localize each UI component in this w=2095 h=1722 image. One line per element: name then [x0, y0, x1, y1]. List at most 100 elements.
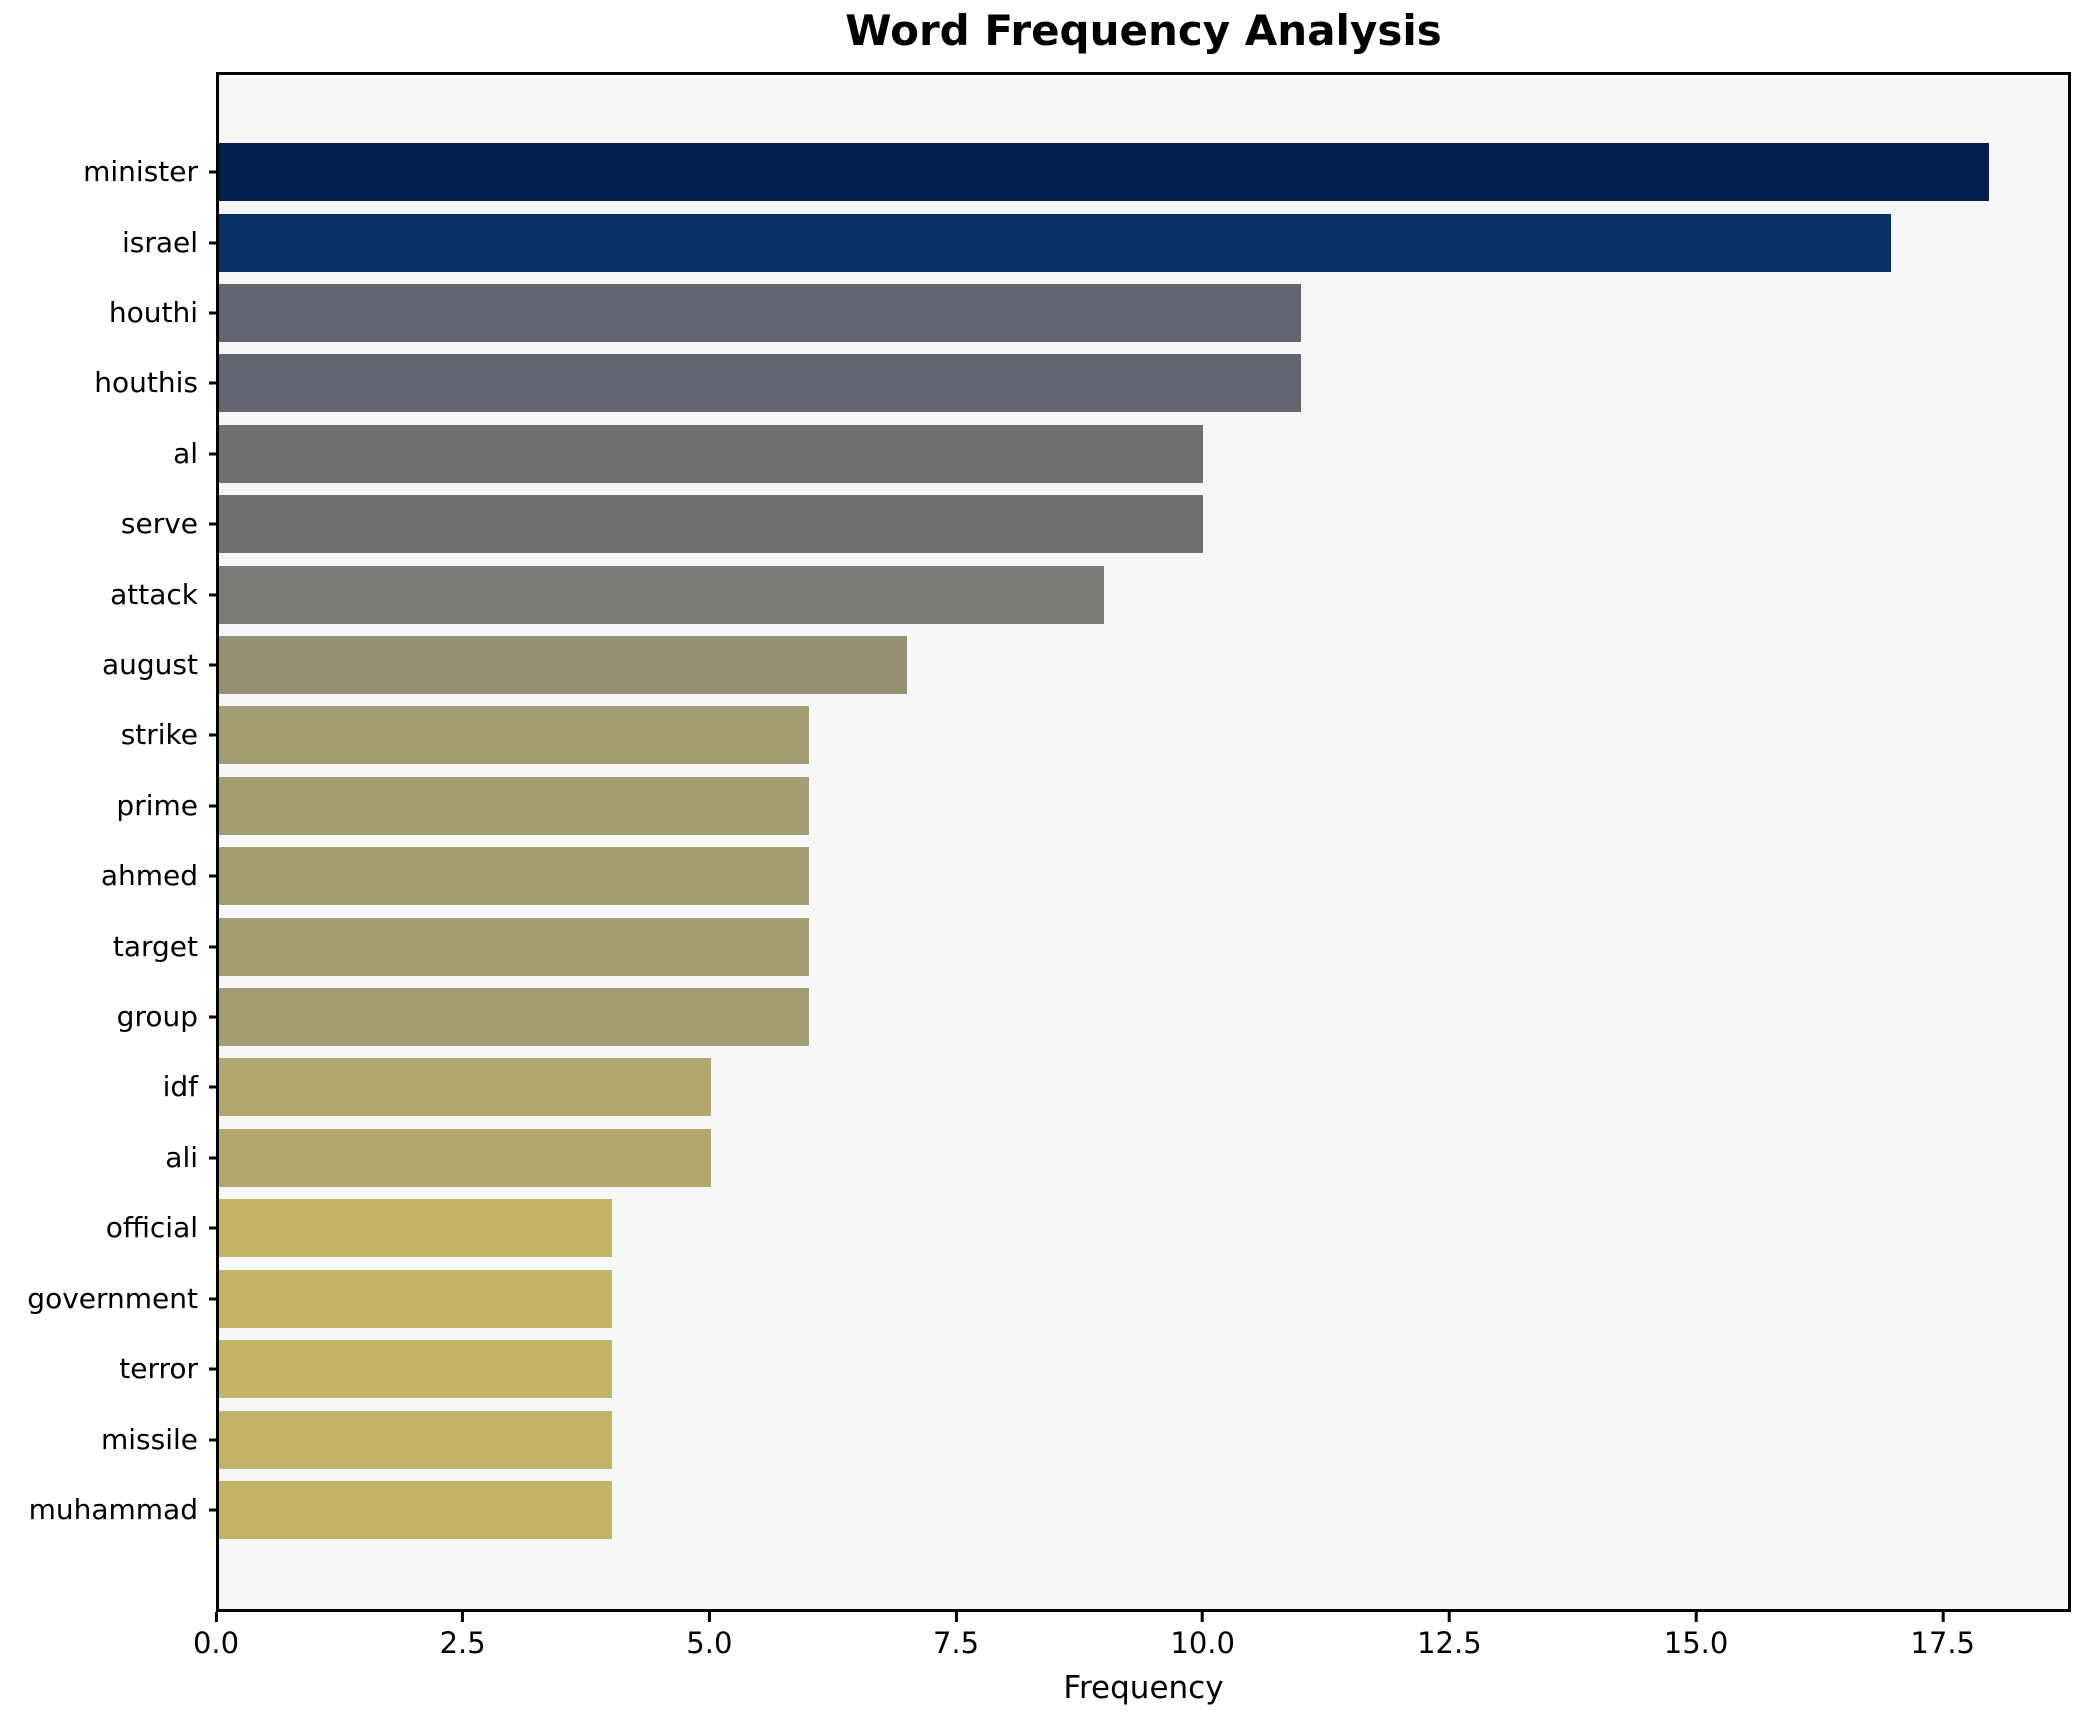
x-tick: 10.0: [1170, 1612, 1235, 1658]
y-tick-label: strike: [120, 718, 198, 752]
bar-row: minister: [83, 137, 2068, 207]
y-tick-label: prime: [116, 788, 198, 822]
bar-row: group: [117, 982, 2068, 1052]
y-tick: [209, 1438, 219, 1442]
x-tick-mark: [461, 1612, 465, 1622]
x-tick-mark: [954, 1612, 958, 1622]
bar: [219, 1340, 613, 1399]
bar-row: official: [106, 1193, 2068, 1263]
bar: [219, 143, 1990, 202]
y-tick-label: idf: [162, 1070, 198, 1104]
bar-row: government: [27, 1264, 2068, 1334]
bar: [219, 1199, 613, 1258]
y-tick-label: missile: [100, 1422, 198, 1456]
x-tick: 12.5: [1417, 1612, 1482, 1658]
bar-row: target: [113, 911, 2068, 981]
y-tick-label: terror: [119, 1352, 198, 1386]
bar-row: israel: [122, 207, 2068, 277]
x-tick-label: 7.5: [932, 1626, 980, 1660]
x-tick: 0.0: [193, 1612, 239, 1658]
bar-row: august: [102, 630, 2068, 700]
y-tick: [209, 945, 219, 949]
y-tick-label: attack: [110, 577, 198, 611]
x-tick-mark: [1447, 1612, 1451, 1622]
y-tick-label: serve: [120, 507, 198, 541]
y-tick-label: al: [173, 436, 198, 470]
bars-container: minister israel houthi houthis al serve attack…: [27, 75, 2068, 1609]
bar-row: attack: [110, 559, 2068, 629]
y-tick-label: target: [112, 929, 198, 963]
x-tick-mark: [707, 1612, 711, 1622]
bar-row: missile: [101, 1404, 2068, 1474]
y-tick-label: ali: [165, 1140, 198, 1174]
bar-row: muhammad: [29, 1475, 2068, 1545]
y-tick-label: minister: [83, 155, 198, 189]
x-tick-label: 17.5: [1910, 1626, 1976, 1660]
bar: [219, 1058, 711, 1117]
y-tick: [209, 311, 219, 315]
y-tick: [209, 593, 219, 597]
y-tick-label: muhammad: [28, 1492, 198, 1526]
x-tick-label: 15.0: [1663, 1626, 1729, 1660]
y-tick-label: august: [102, 648, 198, 682]
x-tick-label: 2.5: [439, 1626, 486, 1660]
bar-row: houthi: [109, 278, 2068, 348]
x-tick: 17.5: [1910, 1612, 1975, 1658]
y-tick: [209, 1226, 219, 1230]
bar: [219, 636, 908, 695]
bar: [219, 988, 810, 1047]
x-tick-mark: [1201, 1612, 1205, 1622]
bar-row: al: [173, 419, 2068, 489]
bar: [219, 284, 1301, 343]
bar-row: ali: [165, 1123, 2068, 1193]
y-tick-label: houthi: [108, 296, 198, 330]
y-tick: [209, 452, 219, 456]
x-tick-label: 12.5: [1417, 1626, 1482, 1660]
y-tick: [209, 241, 219, 245]
bar-row: terror: [119, 1334, 2068, 1404]
bar-row: ahmed: [101, 841, 2068, 911]
y-tick: [209, 1297, 219, 1301]
x-tick-label: 5.0: [686, 1626, 733, 1660]
bar: [219, 1128, 711, 1187]
x-tick-mark: [1941, 1612, 1945, 1622]
x-tick-mark: [1694, 1612, 1698, 1622]
bar-row: serve: [121, 489, 2068, 559]
y-tick-label: group: [116, 1000, 198, 1034]
x-tick: 7.5: [933, 1612, 979, 1658]
x-tick-label: 0.0: [192, 1626, 240, 1660]
x-tick-mark: [214, 1612, 218, 1622]
y-tick: [209, 522, 219, 526]
bar-row: idf: [163, 1052, 2068, 1122]
y-tick-label: israel: [121, 225, 198, 259]
y-tick: [209, 733, 219, 737]
plot-area: minister israel houthi houthis al serve attack…: [27, 72, 2071, 1612]
bar: [219, 1410, 613, 1469]
x-axis: 0.0 2.5 5.0 7.5 10.0 12.5 15.0 17.5: [193, 1612, 2071, 1668]
y-tick: [209, 804, 219, 808]
y-tick-label: government: [27, 1281, 198, 1315]
y-tick: [209, 1367, 219, 1371]
y-tick: [209, 663, 219, 667]
bar-row: houthis: [94, 348, 2068, 418]
y-tick: [209, 1156, 219, 1160]
x-axis-label: Frequency: [1063, 1670, 1224, 1706]
bar: [219, 565, 1105, 624]
y-tick-label: official: [105, 1211, 198, 1245]
bar: [219, 847, 810, 906]
x-tick: 5.0: [686, 1612, 732, 1658]
bar: [219, 354, 1301, 413]
y-tick: [209, 381, 219, 385]
bar-row: strike: [121, 700, 2068, 770]
y-tick-label: ahmed: [100, 859, 198, 893]
bar: [219, 706, 810, 765]
bar: [219, 424, 1203, 483]
bar: [219, 495, 1203, 554]
x-tick: 15.0: [1663, 1612, 1729, 1660]
bar: [219, 917, 810, 976]
bar: [219, 1269, 613, 1328]
bar: [219, 776, 810, 835]
y-tick: [209, 874, 219, 878]
bar: [219, 1480, 613, 1539]
